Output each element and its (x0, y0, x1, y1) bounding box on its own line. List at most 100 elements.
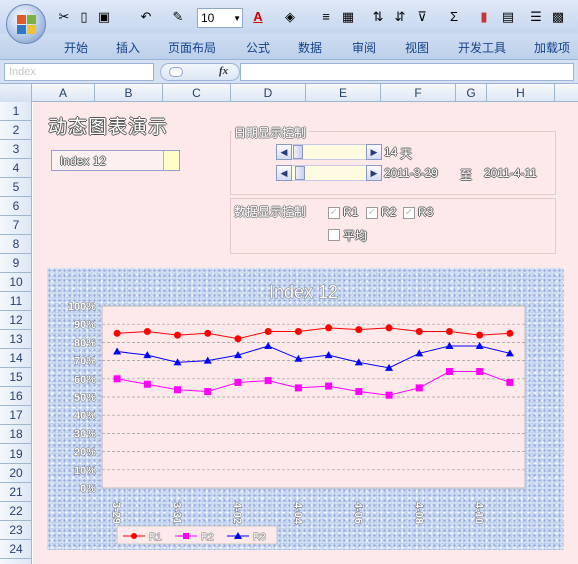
data-point-r3 (415, 349, 424, 357)
data-point-r2 (174, 386, 182, 394)
print-preview-icon[interactable]: ▣ (97, 9, 111, 24)
tab-review[interactable]: 审阅 (352, 41, 377, 55)
data-point-r3 (324, 351, 333, 359)
brush-icon[interactable]: ✎ (172, 9, 184, 24)
font-color-icon[interactable]: A (253, 9, 263, 24)
checkbox-average[interactable] (328, 229, 340, 241)
data-point-r3 (354, 358, 363, 366)
column-header-a[interactable]: A (32, 84, 95, 102)
font-size-box[interactable]: 10 ▼ (197, 8, 243, 28)
row-header-9[interactable]: 9 (0, 254, 32, 273)
tab-home[interactable]: 开始 (64, 41, 89, 55)
tab-formulas[interactable]: 公式 (246, 41, 271, 55)
data-point-r1 (415, 327, 423, 335)
days-scroll-thumb[interactable] (293, 145, 303, 159)
row-header-7[interactable]: 7 (0, 216, 32, 235)
row-header-3[interactable]: 3 (0, 140, 32, 159)
legend-label-r2: R2 (201, 532, 214, 543)
formula-input[interactable] (240, 63, 574, 81)
x-tick-label: 3-29 (110, 502, 122, 524)
data-control-group (230, 198, 556, 254)
merge-cells-icon[interactable]: ≡ (322, 9, 330, 24)
checkbox-r3[interactable]: ✓ (403, 207, 415, 219)
y-tick-label: 60% (74, 374, 96, 386)
undo-icon[interactable]: ↶ (140, 9, 152, 24)
row-header-18[interactable]: 18 (0, 425, 32, 444)
sum-icon[interactable]: Σ (449, 9, 459, 24)
checkbox-r1-label: R1 (343, 205, 359, 219)
name-box[interactable]: Index (4, 63, 154, 81)
row-header-5[interactable]: 5 (0, 178, 32, 197)
expand-icon[interactable] (169, 67, 183, 77)
row-header-15[interactable]: 15 (0, 368, 32, 387)
select-all-corner[interactable] (0, 84, 32, 102)
chart-area[interactable]: 0% 10% 20% 30% 40% 50% 60% 70% 80% 90% 100% Index 1… (47, 268, 564, 550)
column-header-d[interactable]: D (231, 84, 306, 102)
column-header-c[interactable]: C (163, 84, 231, 102)
tab-view[interactable]: 视图 (405, 41, 430, 55)
row-header-12[interactable]: 12 (0, 311, 32, 330)
chart-icon[interactable]: ▮ (480, 9, 488, 24)
date-scroll-thumb[interactable] (295, 166, 305, 180)
column-headers: A B C D E F G H (0, 84, 578, 102)
chevron-left-icon[interactable]: ◀ (276, 144, 292, 160)
data-point-r3 (264, 342, 273, 350)
data-point-r2 (445, 368, 453, 376)
row-header-13[interactable]: 13 (0, 330, 32, 349)
sort-descending-icon[interactable]: ⇵ (394, 9, 406, 24)
row-header-16[interactable]: 16 (0, 387, 32, 406)
data-point-r2 (325, 382, 333, 390)
row-header-22[interactable]: 22 (0, 502, 32, 521)
filter-icon[interactable]: ⊽ (417, 9, 427, 24)
combo-dropdown-button[interactable] (163, 151, 179, 170)
sort-ascending-icon[interactable]: ⇅ (372, 9, 384, 24)
row-header-17[interactable]: 17 (0, 406, 32, 425)
row-header-23[interactable]: 23 (0, 521, 32, 540)
column-header-h[interactable]: H (487, 84, 555, 102)
form-icon[interactable]: ▤ (501, 9, 515, 24)
days-scrollbar[interactable]: ◀ ▶ (276, 144, 382, 160)
chevron-right-icon[interactable]: ▶ (366, 144, 382, 160)
row-header-19[interactable]: 19 (0, 445, 32, 464)
row-header-4[interactable]: 4 (0, 159, 32, 178)
column-header-f[interactable]: F (381, 84, 456, 102)
properties-icon[interactable]: ☰ (530, 9, 542, 24)
row-header-10[interactable]: 10 (0, 273, 32, 292)
insert-function-button[interactable]: fx (219, 65, 229, 77)
row-header-11[interactable]: 11 (0, 292, 32, 311)
checkbox-r2[interactable]: ✓ (366, 207, 378, 219)
index-combo-box[interactable]: Index 12 (51, 150, 180, 171)
tab-addins[interactable]: 加载项 (534, 41, 571, 55)
tab-insert[interactable]: 插入 (116, 41, 141, 55)
format-painter-icon[interactable]: ✂ (58, 9, 70, 24)
row-header-24[interactable]: 24 (0, 540, 32, 559)
data-point-r3 (505, 349, 514, 357)
row-header-21[interactable]: 21 (0, 483, 32, 502)
column-header-b[interactable]: B (95, 84, 163, 102)
row-header-2[interactable]: 2 (0, 121, 32, 140)
office-button[interactable] (6, 4, 46, 44)
chevron-down-icon[interactable]: ▼ (233, 14, 241, 23)
row-header-8[interactable]: 8 (0, 235, 32, 254)
new-document-icon[interactable]: ▯ (80, 9, 88, 24)
row-header-6[interactable]: 6 (0, 197, 32, 216)
y-tick-label: 20% (74, 447, 96, 459)
data-control-label: 数据显示控制 (232, 203, 309, 220)
column-header-g[interactable]: G (456, 84, 487, 102)
row-header-20[interactable]: 20 (0, 464, 32, 483)
row-header-1[interactable]: 1 (0, 102, 32, 121)
row-header-14[interactable]: 14 (0, 349, 32, 368)
tab-developer[interactable]: 开发工具 (458, 41, 507, 55)
data-point-r1 (294, 327, 302, 335)
tab-data[interactable]: 数据 (298, 41, 323, 55)
column-header-e[interactable]: E (306, 84, 381, 102)
tab-page-layout[interactable]: 页面布局 (168, 41, 217, 55)
checkbox-r3-label: R3 (418, 205, 434, 219)
checkbox-r1[interactable]: ✓ (328, 207, 340, 219)
chevron-left-icon[interactable]: ◀ (276, 165, 292, 181)
camera-icon[interactable]: ▩ (551, 9, 565, 24)
date-scrollbar[interactable]: ◀ ▶ (276, 165, 382, 181)
fill-color-icon[interactable]: ◈ (285, 9, 295, 24)
chevron-right-icon[interactable]: ▶ (366, 165, 382, 181)
borders-icon[interactable]: ▦ (341, 9, 355, 24)
